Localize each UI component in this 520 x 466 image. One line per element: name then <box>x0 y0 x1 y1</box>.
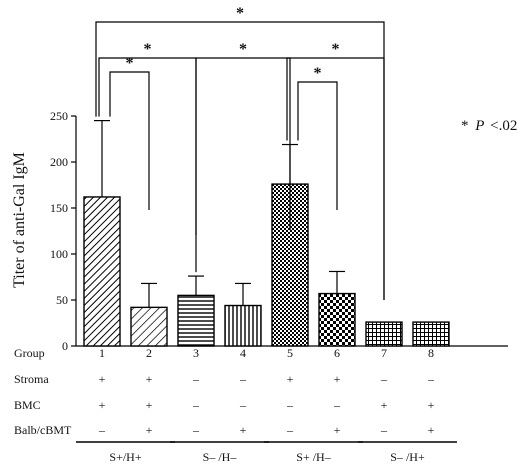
significance-star: * <box>239 41 247 58</box>
table-cell: 4 <box>240 346 246 360</box>
significance-star: * <box>126 55 134 72</box>
table-cell: + <box>334 423 341 437</box>
table-cell: – <box>380 423 388 437</box>
bar-group-5 <box>271 183 309 347</box>
group-label: S+ /H– <box>296 450 331 464</box>
table-cell: – <box>427 372 435 386</box>
table-cell: – <box>239 398 247 412</box>
significance-brackets: * * * * * * <box>95 5 385 300</box>
table-cell: 3 <box>193 346 199 360</box>
table-cell: – <box>98 423 106 437</box>
bar-group-3 <box>177 294 215 347</box>
table-row-label: BMC <box>14 398 41 412</box>
table-cell: – <box>192 372 200 386</box>
y-tick-label: 0 <box>62 339 68 353</box>
significance-star: * <box>332 41 340 58</box>
bar-group-2 <box>130 306 168 347</box>
y-tick-label: 250 <box>50 109 68 123</box>
bar-group-6 <box>318 292 356 347</box>
significance-note-p: P <box>474 118 484 134</box>
significance-bracket <box>297 81 338 210</box>
significance-note: * P <.02 <box>461 118 517 134</box>
significance-bracket <box>95 21 385 300</box>
table-cell: – <box>192 398 200 412</box>
group-label: S+/H+ <box>109 450 141 464</box>
table-cell: 1 <box>99 346 105 360</box>
table-cell: 7 <box>381 346 387 360</box>
y-tick-label: 50 <box>56 293 68 307</box>
bar-group-8 <box>412 321 450 347</box>
table-cell: + <box>146 372 153 386</box>
table-cell: + <box>428 423 435 437</box>
table-cell: + <box>240 423 247 437</box>
table-cell: + <box>146 398 153 412</box>
y-tick-label: 150 <box>50 201 68 215</box>
table-cell: – <box>286 398 294 412</box>
table-cell: + <box>334 372 341 386</box>
group-label: S– /H– <box>203 450 238 464</box>
table-cell: – <box>333 398 341 412</box>
significance-note-star: * <box>461 118 469 134</box>
svg-text:* P <.02: * P <.02 <box>461 118 517 134</box>
bar-group-4 <box>224 304 262 347</box>
group-label: S– /H+ <box>390 450 425 464</box>
table-row-label: Balb/cBMT <box>14 423 72 437</box>
table-cell: + <box>99 372 106 386</box>
table-cell: + <box>146 423 153 437</box>
bar-group-7 <box>365 321 403 347</box>
significance-bracket <box>109 71 150 210</box>
significance-bracket <box>195 57 291 273</box>
table-cell: 6 <box>334 346 340 360</box>
significance-note-threshold: <.02 <box>490 118 517 134</box>
table-row-label: Group <box>14 346 45 360</box>
table-cell: + <box>99 398 106 412</box>
y-axis-label: Titer of anti-Gal IgM <box>11 152 28 288</box>
table-cell: + <box>287 372 294 386</box>
significance-star: * <box>236 5 244 22</box>
significance-star: * <box>144 41 152 58</box>
table-cell: – <box>239 372 247 386</box>
table-cell: 5 <box>287 346 293 360</box>
table-cell: + <box>381 398 388 412</box>
table-cell: 8 <box>428 346 434 360</box>
group-table: Group 1 2 3 4 5 6 7 8 Stroma + + – – + + – – BMC + + – – – – + + Ba… <box>14 346 457 464</box>
table-cell: 2 <box>146 346 152 360</box>
table-cell: + <box>428 398 435 412</box>
bar-group-1 <box>83 196 121 347</box>
bars <box>83 119 450 347</box>
table-cell: – <box>192 423 200 437</box>
table-cell: – <box>380 372 388 386</box>
y-tick-label: 100 <box>50 247 68 261</box>
table-row-label: Stroma <box>14 372 49 386</box>
table-cell: – <box>286 423 294 437</box>
significance-star: * <box>314 65 322 82</box>
y-tick-label: 200 <box>50 155 68 169</box>
